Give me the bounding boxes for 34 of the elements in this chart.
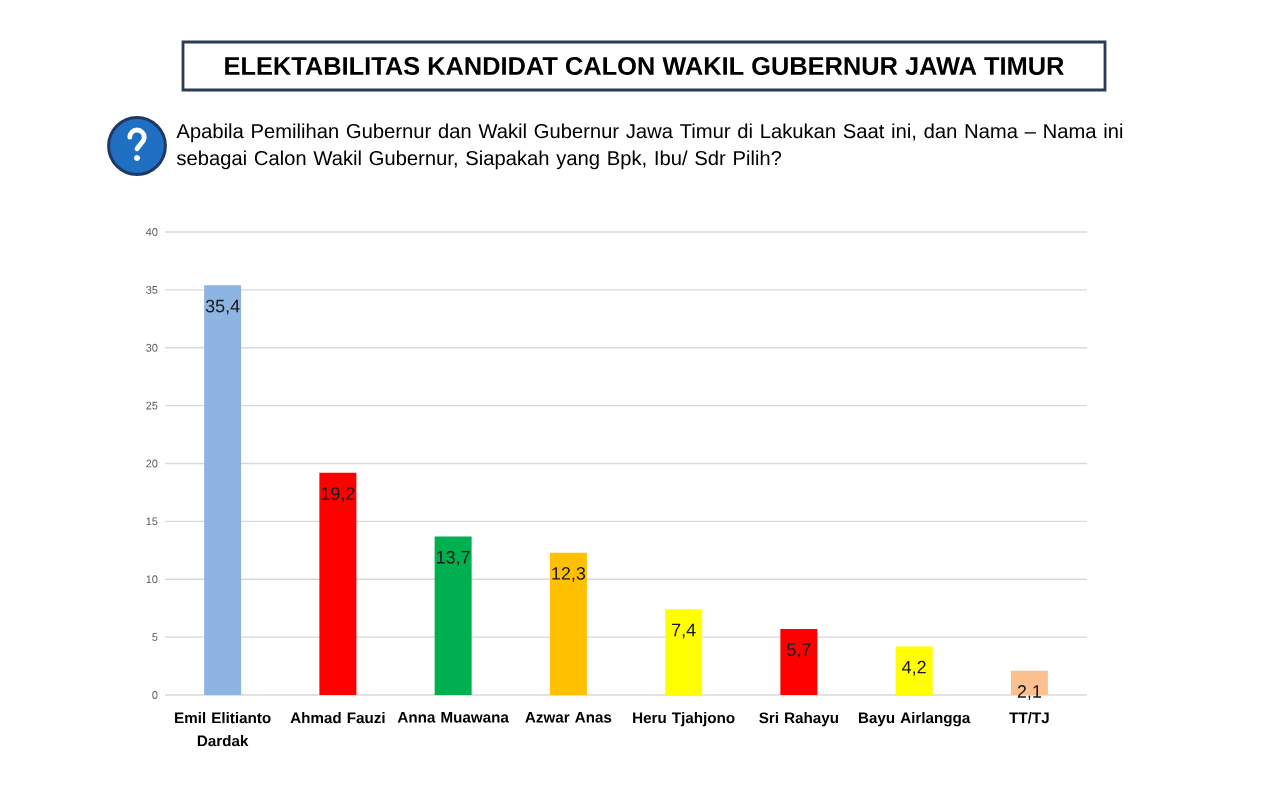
x-tick-label: Emil Elitianto Dardak: [175, 712, 271, 747]
x-tick-label: Anna Muawana: [397, 712, 509, 723]
y-tick-label: 15: [146, 517, 158, 526]
bar: [549, 552, 587, 695]
y-tick-label: 40: [145, 228, 158, 236]
bar: [319, 472, 357, 695]
y-tick-label: 25: [146, 401, 158, 410]
bar: [204, 285, 242, 695]
data-label: 2,1: [1017, 685, 1042, 700]
bar: [665, 609, 703, 695]
bar: [895, 646, 933, 695]
x-tick-label: Heru Tjahjono: [633, 712, 735, 727]
y-tick-label: 5: [152, 633, 158, 641]
data-label: 7,4: [672, 623, 696, 639]
x-tick-label: Bayu Airlangga: [858, 712, 971, 727]
y-tick-label: 0: [152, 691, 158, 699]
chart-subtitle: Apabila Pemilihan Gubernur dan Wakil Gubernur Jawa Timur di Lakukan Saat ini, dan Nama – Nama ini sebagai Calon Wakil Gubernur, Siapakah yang Bpk, Ibu/ Sdr Pilih?: [176, 123, 1123, 170]
x-tick-label: Azwar Anas: [525, 712, 612, 723]
x-tick-label: TT/TJ: [1009, 712, 1049, 724]
data-label: 35,4: [205, 299, 240, 315]
y-tick-label: 35: [146, 285, 158, 294]
x-tick-label: Ahmad Fauzi: [290, 712, 385, 724]
y-tick-label: 30: [146, 343, 158, 352]
data-label: 19,2: [321, 487, 355, 503]
data-label: 4,2: [902, 660, 926, 676]
data-label: 13,7: [436, 550, 470, 566]
data-label: 12,3: [552, 567, 586, 582]
chart-title: ELEKTABILITAS KANDIDAT CALON WAKIL GUBERNUR JAWA TIMUR: [225, 56, 1064, 75]
bar: [780, 629, 818, 695]
y-tick-label: 20: [146, 459, 158, 468]
y-tick-label: 10: [146, 575, 158, 584]
data-label: 5,7: [787, 643, 811, 659]
bar: [434, 536, 472, 695]
x-tick-label: Sri Rahayu: [759, 712, 838, 727]
